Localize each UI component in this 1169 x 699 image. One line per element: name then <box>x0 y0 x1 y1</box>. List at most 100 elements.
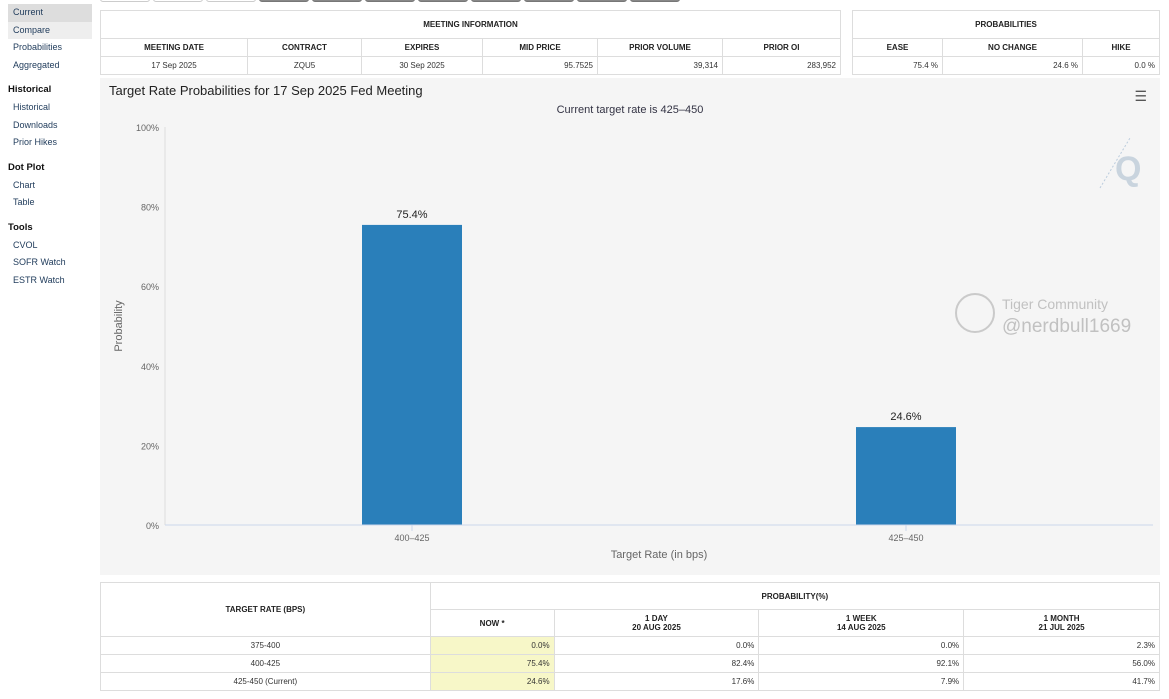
probability-cell: 0.0% <box>553 636 760 655</box>
y-tick-label: 40% <box>141 362 159 372</box>
probability-cell: 17.6% <box>553 672 760 691</box>
x-tick-label: 400–425 <box>394 533 429 543</box>
expires: 30 Sep 2025 <box>361 56 483 75</box>
period-date: 14 AUG 2025 <box>836 623 886 632</box>
probability-cell: 7.9% <box>758 672 965 691</box>
col-header: EXPIRES <box>361 38 483 57</box>
probabilities-table: PROBABILITIES EASE NO CHANGE HIKE 75.4 % 24… <box>852 10 1160 75</box>
probability-cell: 0.0% <box>429 636 555 655</box>
x-tick-label: 425–450 <box>888 533 923 543</box>
sidebar-item-sofr-watch[interactable]: SOFR Watch <box>13 257 66 267</box>
probability-cell: 24.6% <box>429 672 555 691</box>
sidebar-item-historical[interactable]: Historical <box>13 102 51 112</box>
probability-cell: 41.7% <box>963 672 1160 691</box>
top-tab[interactable] <box>259 0 309 2</box>
col-header: EASE <box>852 38 943 57</box>
period-date: 20 AUG 2025 <box>632 623 681 632</box>
meeting-date: 17 Sep 2025 <box>100 56 248 75</box>
y-axis-label: Probability <box>113 300 125 352</box>
probability-group-header: PROBABILITY(%) <box>429 582 1161 610</box>
no-change-value: 24.6 % <box>942 56 1083 75</box>
meeting-info-title: MEETING INFORMATION <box>100 10 841 39</box>
top-tab[interactable] <box>206 0 256 2</box>
watermark-logo-icon <box>955 293 995 338</box>
contract: ZQU5 <box>247 56 362 75</box>
top-tab[interactable] <box>312 0 362 2</box>
section-tools: Tools <box>8 221 33 233</box>
period-header: 1 WEEK 14 AUG 2025 <box>758 609 965 637</box>
sidebar-item-probabilities[interactable]: Probabilities <box>13 42 63 52</box>
col-header: MEETING DATE <box>100 38 248 57</box>
sidebar-item-cvol[interactable]: CVOL <box>13 239 38 250</box>
col-header: PRIOR OI <box>722 38 841 57</box>
sidebar-item-aggregated[interactable]: Aggregated <box>13 59 60 70</box>
probability-cell: 2.3% <box>963 636 1160 655</box>
probability-cell: 0.0% <box>758 636 965 655</box>
period-header: NOW * <box>429 609 555 637</box>
y-tick-label: 60% <box>141 282 159 292</box>
section-historical: Historical <box>8 84 52 95</box>
target-rate: 375-400 <box>100 636 431 655</box>
probability-cell: 75.4% <box>429 654 555 673</box>
target-rate-header: TARGET RATE (BPS) <box>100 582 431 637</box>
watermark-handle: @nerdbull1669 <box>1002 316 1132 337</box>
top-tab[interactable] <box>365 0 415 2</box>
y-tick-label: 80% <box>141 203 159 213</box>
col-header: PRIOR VOLUME <box>597 38 723 57</box>
probability-cell: 92.1% <box>758 654 965 673</box>
hamburger-icon[interactable]: ☰ <box>1134 88 1147 104</box>
watermark-brand: Tiger Community <box>1002 296 1109 312</box>
period-label: 1 WEEK <box>845 614 877 623</box>
top-tabs <box>100 0 680 2</box>
top-tab[interactable] <box>630 0 680 2</box>
top-tab[interactable] <box>471 0 521 2</box>
col-header: CONTRACT <box>247 38 362 57</box>
section-dot-plot: Dot Plot <box>8 161 45 173</box>
data-label: 75.4% <box>396 209 427 221</box>
sidebar-item-compare[interactable]: Compare <box>8 21 92 39</box>
probabilities-title: PROBABILITIES <box>852 10 1160 39</box>
col-header: MID PRICE <box>482 38 598 57</box>
probability-cell: 82.4% <box>553 654 760 673</box>
sidebar-item-table[interactable]: Table <box>13 197 35 207</box>
period-label: NOW * <box>479 618 505 628</box>
data-label: 24.6% <box>890 411 921 423</box>
x-axis-label: Target Rate (in bps) <box>611 549 708 561</box>
bar-chart: Q 0% 20% 40% 60% 80% 100% 75.4% 400–425 24.6% 425… <box>113 123 1153 561</box>
mid-price: 95.7525 <box>482 56 598 75</box>
table-row: 400-425 75.4% 82.4% 92.1% 56.0% <box>100 654 1160 673</box>
probability-cell: 56.0% <box>963 654 1160 673</box>
sidebar-item-estr-watch[interactable]: ESTR Watch <box>13 274 65 285</box>
top-tab[interactable] <box>100 0 150 2</box>
meeting-info-table: MEETING INFORMATION MEETING DATE CONTRAC… <box>100 10 841 75</box>
y-tick-label: 100% <box>136 123 159 133</box>
hike-value: 0.0 % <box>1082 56 1160 75</box>
q-logo-icon: Q <box>1099 137 1141 189</box>
y-tick-label: 0% <box>146 521 159 531</box>
prior-oi: 283,952 <box>722 56 841 75</box>
top-tab[interactable] <box>418 0 468 2</box>
bar-400–425[interactable] <box>362 224 462 525</box>
top-tab[interactable] <box>153 0 203 2</box>
table-row: 375-400 0.0% 0.0% 0.0% 2.3% <box>100 636 1160 655</box>
probability-history-table: TARGET RATE (BPS) PROBABILITY(%) NOW * 1 D… <box>100 582 1161 691</box>
chart-title: Target Rate Probabilities for 17 Sep 202… <box>109 83 423 98</box>
sidebar-item-current[interactable]: Current <box>8 4 92 22</box>
period-label: 1 MONTH <box>1043 614 1080 623</box>
target-rate: 425-450 (Current) <box>100 672 431 691</box>
sidebar-item-downloads[interactable]: Downloads <box>13 119 58 130</box>
period-header: 1 DAY 20 AUG 2025 <box>553 609 760 637</box>
top-tab[interactable] <box>577 0 627 2</box>
chart-panel: Target Rate Probabilities for 17 Sep 202… <box>100 78 1160 575</box>
col-header: NO CHANGE <box>942 38 1083 57</box>
y-tick-label: 20% <box>141 441 159 451</box>
chart-subtitle: Current target rate is 425–450 <box>556 104 704 116</box>
bar-425–450[interactable] <box>856 427 956 525</box>
period-date: 21 JUL 2025 <box>1038 623 1085 632</box>
target-rate: 400-425 <box>100 654 431 673</box>
sidebar: Current Compare Probabilities Aggregated… <box>8 4 92 289</box>
sidebar-item-prior-hikes[interactable]: Prior Hikes <box>13 137 58 147</box>
sidebar-item-chart[interactable]: Chart <box>13 179 36 190</box>
col-header: HIKE <box>1082 38 1160 57</box>
top-tab[interactable] <box>524 0 574 2</box>
